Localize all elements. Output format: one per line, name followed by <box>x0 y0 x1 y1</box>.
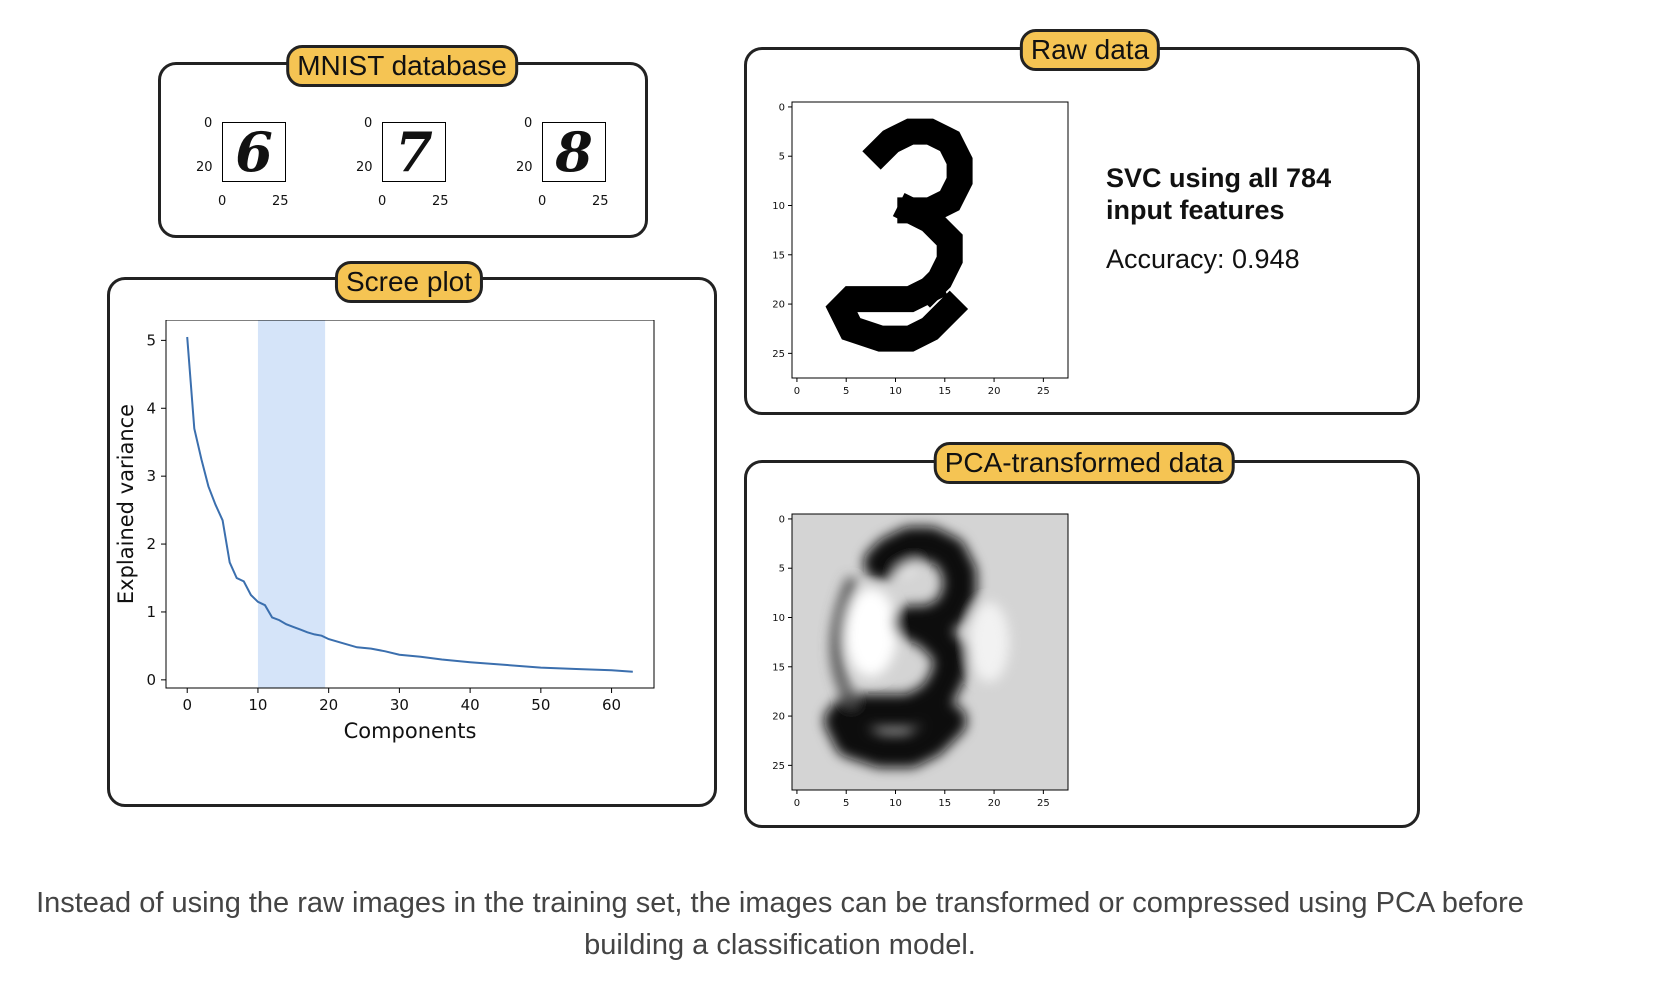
y-tick-label: 4 <box>146 399 156 417</box>
y-tick: 20 <box>356 160 373 175</box>
y-tick: 20 <box>516 160 533 175</box>
y-tick: 0 <box>524 116 533 131</box>
x-tick-label: 15 <box>938 386 951 397</box>
light-region <box>844 588 897 677</box>
y-axis-label: Explained variance <box>114 404 138 604</box>
y-tick-label: 10 <box>772 201 785 212</box>
accuracy-text: Accuracy: 0.948 <box>1106 244 1300 274</box>
x-tick-label: 20 <box>988 798 1001 809</box>
x-tick-label: 25 <box>1037 386 1050 397</box>
plot-frame <box>165 320 655 689</box>
x-tick-label: 25 <box>1037 798 1050 809</box>
variance-line <box>186 336 633 673</box>
y-tick-label: 20 <box>772 300 785 311</box>
y-tick-label: 0 <box>779 102 785 113</box>
x-tick: 0 <box>378 194 387 209</box>
y-tick-label: 10 <box>772 613 785 624</box>
x-tick-label: 5 <box>843 386 849 397</box>
svc-description: SVC using all 784 input features <box>1106 163 1332 225</box>
digit-image: 6 <box>222 122 286 182</box>
y-tick: 0 <box>204 116 213 131</box>
digit-glyph: 6 <box>235 120 273 184</box>
y-tick-label: 5 <box>779 152 785 163</box>
mnist-sample-3: 0 20 8 0 25 <box>516 116 612 214</box>
x-tick-label: 0 <box>794 798 800 809</box>
digit-stroke <box>863 526 977 640</box>
pca-glyph <box>824 526 1010 768</box>
y-tick-label: 3 <box>146 467 156 485</box>
image-frame <box>791 513 1069 791</box>
scree-chart: 0 10 20 30 40 50 60 0 1 2 3 4 5 Components Explained v… <box>114 320 655 743</box>
x-tick-label: 20 <box>319 696 338 714</box>
x-tick: 25 <box>592 194 609 209</box>
highlight-band <box>257 320 326 688</box>
mnist-title: MNIST database <box>286 45 518 87</box>
x-tick-label: 15 <box>938 798 951 809</box>
digit-image: 7 <box>382 122 446 182</box>
digit-stroke <box>862 118 973 224</box>
light-region <box>969 602 1010 683</box>
ghost-stroke <box>830 577 858 708</box>
y-tick-label: 1 <box>146 603 156 621</box>
y-tick-label: 0 <box>146 671 156 689</box>
x-tick-label: 20 <box>988 386 1001 397</box>
y-tick-label: 15 <box>772 250 785 261</box>
digit-stroke <box>824 684 967 768</box>
y-tick: 20 <box>196 160 213 175</box>
x-tick: 0 <box>538 194 547 209</box>
x-tick: 25 <box>432 194 449 209</box>
mnist-sample-1: 0 20 6 0 25 <box>196 116 292 214</box>
y-tick-label: 5 <box>779 564 785 575</box>
y-tick-label: 0 <box>779 514 785 525</box>
x-tick-label: 0 <box>794 386 800 397</box>
y-tick-label: 15 <box>772 662 785 673</box>
mnist-sample-2: 0 20 7 0 25 <box>356 116 452 214</box>
x-tick-label: 50 <box>531 696 550 714</box>
x-tick-label: 10 <box>248 696 267 714</box>
x-tick-label: 0 <box>182 696 192 714</box>
pca-title: PCA-transformed data <box>933 442 1235 484</box>
x-tick-label: 5 <box>843 798 849 809</box>
x-tick-label: 30 <box>390 696 409 714</box>
y-tick-label: 5 <box>146 331 156 349</box>
scree-title: Scree plot <box>334 261 484 303</box>
y-tick: 0 <box>364 116 373 131</box>
digit-glyph: 7 <box>395 120 433 184</box>
image-frame <box>791 101 1069 379</box>
x-tick-label: 10 <box>889 386 902 397</box>
y-tick-label: 25 <box>772 761 785 772</box>
x-tick-label: 60 <box>602 696 621 714</box>
digit-stroke <box>825 271 969 352</box>
y-tick-label: 20 <box>772 712 785 723</box>
raw-digit-image: 0 0 5 5 10 10 15 15 20 20 25 25 <box>772 101 1069 397</box>
caption: Instead of using the raw images in the t… <box>36 887 1524 961</box>
x-tick-label: 40 <box>461 696 480 714</box>
digit-glyph: 8 <box>555 120 593 184</box>
y-tick-label: 2 <box>146 535 156 553</box>
x-axis-label: Components <box>344 719 477 743</box>
digit-image: 8 <box>542 122 606 182</box>
x-tick: 25 <box>272 194 289 209</box>
pca-digit-image: 0 0 5 5 10 10 15 15 20 20 25 25 <box>772 513 1069 809</box>
scree-panel <box>107 277 717 807</box>
y-tick-label: 25 <box>772 349 785 360</box>
raw-title: Raw data <box>1019 29 1161 71</box>
x-tick: 0 <box>218 194 227 209</box>
x-tick-label: 10 <box>889 798 902 809</box>
